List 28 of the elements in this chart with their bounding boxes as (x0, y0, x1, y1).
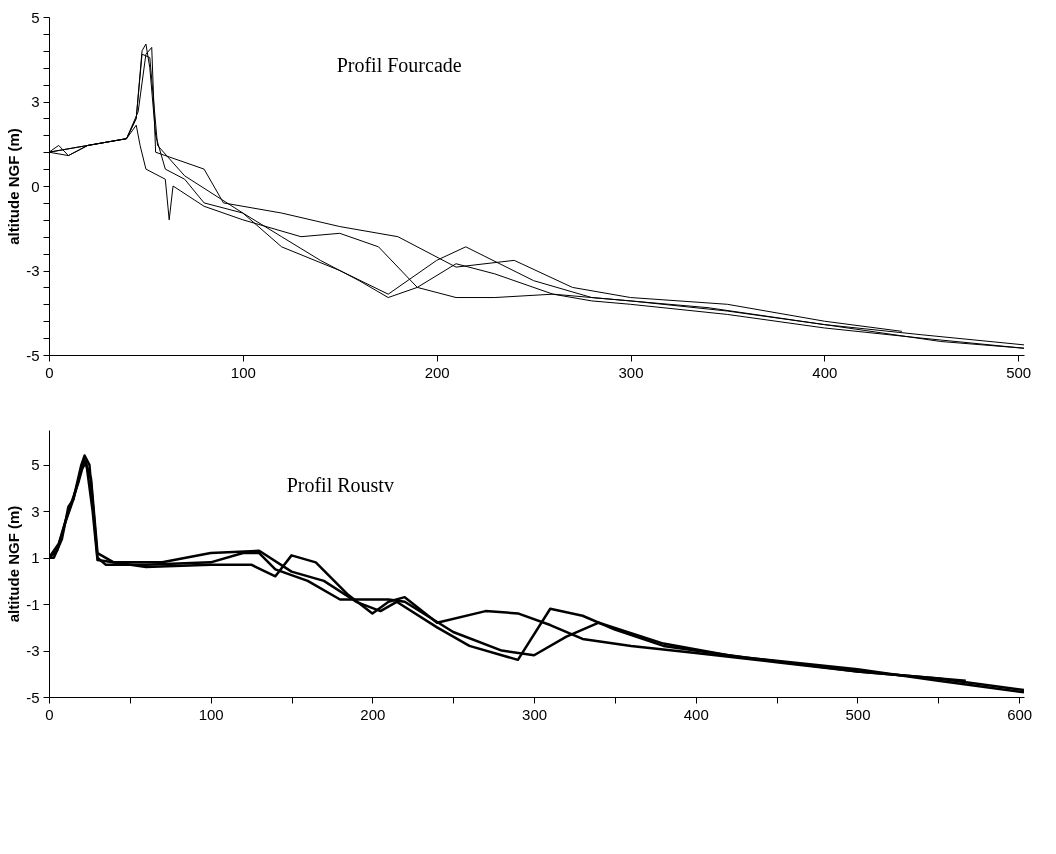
x-tick-label: 300 (522, 705, 548, 723)
x-tick-label: 200 (424, 363, 450, 381)
y-tick-label: 0 (31, 177, 40, 195)
text: Profil Fourcade (336, 54, 462, 76)
y-tick-label: -5 (26, 346, 40, 364)
y-tick-label: -3 (26, 642, 40, 660)
y-axis-title: altitude NGF (m) (5, 128, 23, 245)
y-tick-label: 1 (31, 549, 40, 567)
text: Profil Roustv (286, 474, 394, 496)
y-tick-label: 5 (31, 456, 40, 474)
x-tick-label: 400 (812, 363, 838, 381)
x-tick-label: 600 (1007, 705, 1033, 723)
x-tick-label: 400 (683, 705, 709, 723)
x-tick-label: 100 (230, 363, 256, 381)
x-tick-label: 500 (845, 705, 871, 723)
y-tick-label: -3 (26, 262, 40, 279)
x-tick-label: 0 (45, 705, 54, 723)
x-tick-label: 100 (198, 705, 224, 723)
y-tick-label: 3 (31, 502, 40, 520)
x-tick-label: 200 (360, 705, 386, 723)
y-tick-label: -1 (26, 595, 40, 613)
x-tick-label: 300 (618, 363, 644, 381)
y-tick-label: 3 (31, 93, 40, 110)
y-axis-title: altitude NGF (m) (5, 505, 23, 623)
x-tick-label: 0 (45, 363, 54, 381)
y-tick-label: -5 (26, 688, 40, 706)
y-tick-label: 5 (31, 8, 40, 26)
x-tick-label: 500 (1006, 363, 1032, 381)
